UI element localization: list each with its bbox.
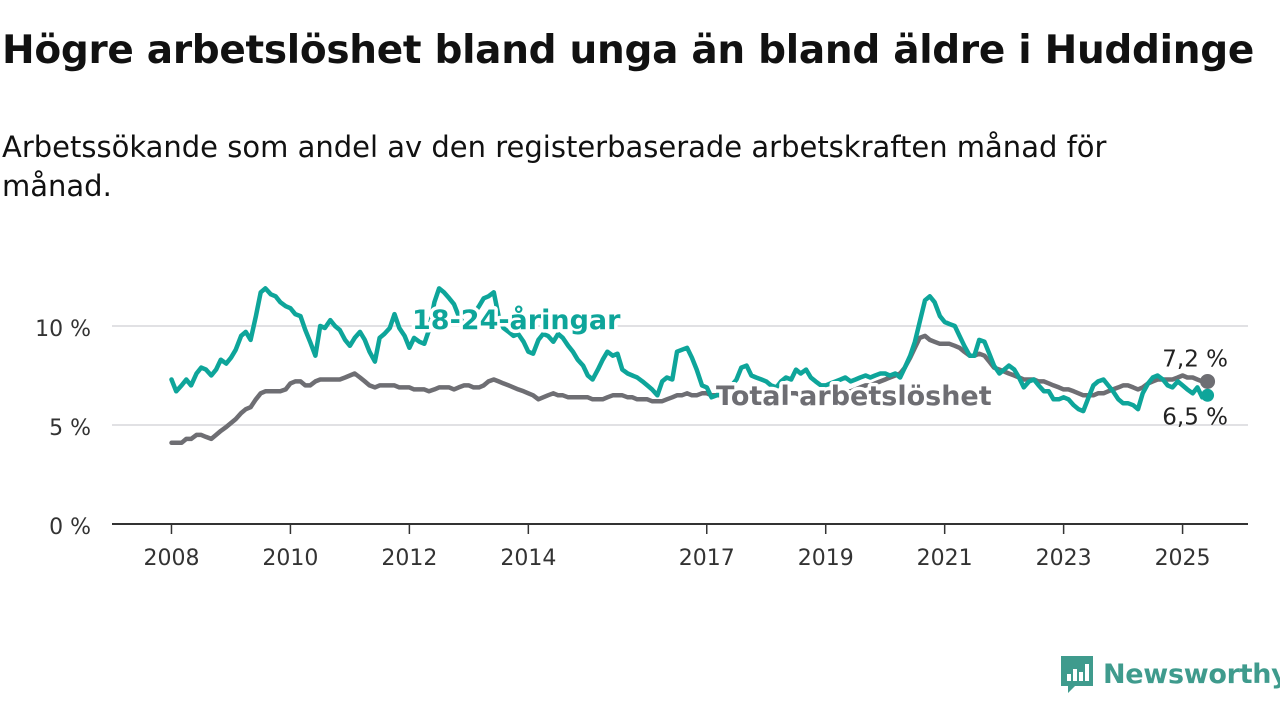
end-label-youth: 6,5 % [1162,404,1228,430]
x-tick-label: 2017 [679,546,735,571]
x-tick-label: 2025 [1155,546,1211,571]
end-label-total: 7,2 % [1162,346,1228,372]
x-tick-label: 2010 [262,546,318,571]
label-layer: 7,2 % 6,5 % 18-24-åringar Total arbetslöshe… [409,301,1229,431]
brand-name: Newsworthy [1103,658,1280,690]
y-tick-label: 0 % [49,515,91,540]
line-chart: 0 %5 %10 % 2008 2010 2012 2014 2017 2019 2021 2… [35,286,1248,571]
end-point-youth [1201,388,1215,402]
x-tick-label: 2008 [143,546,199,571]
x-tick-label: 2014 [500,546,556,571]
series-line-18-24-ringar [169,286,1210,414]
chart-title: Högre arbetslöshet bland unga än bland ä… [2,28,1254,73]
x-tick-label: 2019 [798,546,854,571]
x-tick-label: 2023 [1036,546,1092,571]
series-layer [169,286,1216,446]
x-tick-label: 2012 [381,546,437,571]
series-label-total: Total arbetslöshet [716,381,992,412]
grid-layer: 0 % 5 % 10 % [35,317,1248,540]
y-tick-label: 5 % [49,416,91,441]
chart-subtitle: Arbetssökande som andel av den registerb… [2,130,1107,203]
x-tick-label: 2021 [917,546,973,571]
x-axis: 2008 2010 2012 2014 2017 2019 2021 2023 2025 [112,523,1248,571]
brand-logo: Newsworthy [1059,654,1280,694]
end-point-total [1200,373,1216,389]
newsworthy-logo-icon [1061,656,1093,693]
series-label-18-24: 18-24-åringar [412,304,621,336]
y-tick-label: 10 % [35,317,91,342]
